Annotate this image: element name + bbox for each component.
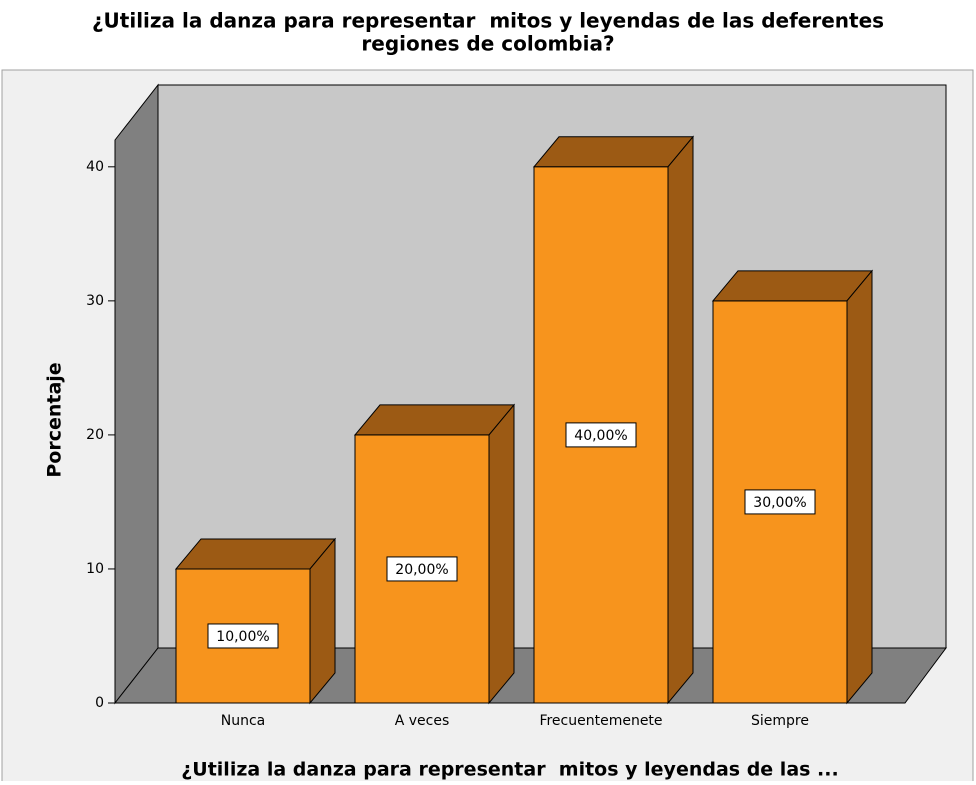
bar-top	[711, 270, 874, 302]
bar	[353, 403, 516, 705]
chart-title: regiones de colombia?	[361, 32, 614, 56]
bar-side	[488, 403, 515, 705]
value-label: 20,00%	[395, 562, 448, 578]
bar-side	[667, 135, 694, 705]
y-axis-title: Porcentaje	[44, 362, 66, 477]
value-label-box	[207, 623, 279, 649]
bar	[532, 135, 695, 705]
x-axis-title: ¿Utiliza la danza para representar mitos…	[181, 759, 838, 781]
bar	[711, 269, 874, 705]
y-tick-label: 40	[86, 159, 104, 175]
y-tick-label: 20	[86, 427, 104, 443]
x-tick-label: Nunca	[221, 713, 266, 729]
bar-top	[532, 136, 695, 168]
x-tick-label: A veces	[395, 713, 450, 729]
bar-side	[846, 269, 873, 705]
chart-title: ¿Utiliza la danza para representar mitos…	[92, 9, 884, 33]
y-tick-label: 30	[86, 293, 104, 309]
bar-top	[174, 538, 337, 570]
value-label-box	[744, 489, 816, 515]
value-label: 10,00%	[216, 629, 269, 645]
y-tick-label: 10	[86, 561, 104, 577]
bar-top	[353, 404, 516, 436]
x-tick-label: Frecuentemenete	[539, 713, 662, 729]
value-label-box	[386, 556, 458, 582]
side-wall	[114, 83, 159, 705]
value-label: 40,00%	[574, 428, 627, 444]
bar	[174, 537, 337, 705]
value-label-box	[565, 422, 637, 448]
bar-side	[309, 537, 336, 705]
y-tick-label: 0	[95, 695, 104, 711]
value-label: 30,00%	[753, 495, 806, 511]
x-tick-label: Siempre	[751, 713, 809, 729]
